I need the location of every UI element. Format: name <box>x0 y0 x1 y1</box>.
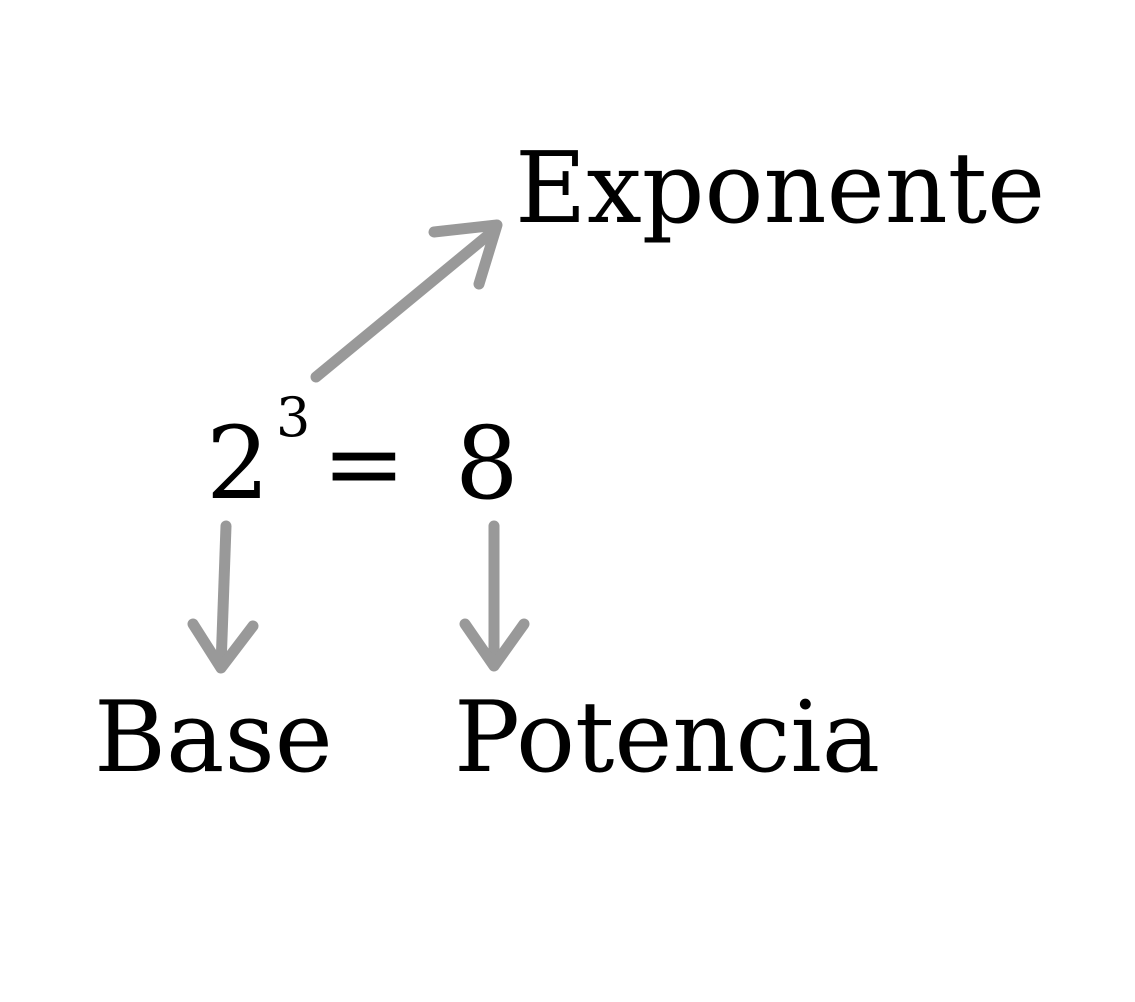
exponent-arrow-head <box>428 219 503 290</box>
exponent-arrow <box>310 219 503 383</box>
equals-sign: = <box>322 405 406 522</box>
base-arrow-shaft <box>215 520 232 672</box>
base-number: 2 <box>206 405 270 522</box>
base-arrow-head <box>187 618 259 674</box>
exponent-arrow-shaft <box>310 226 498 383</box>
equation: 2 3 = 8 <box>206 386 519 522</box>
power-label: Potencia <box>454 681 880 795</box>
power-number: 8 <box>455 405 519 522</box>
exponent-number: 3 <box>276 386 310 449</box>
base-arrow <box>187 520 259 674</box>
exponent-label: Exponente <box>515 132 1045 246</box>
base-label: Base <box>94 681 333 795</box>
power-arrow-head <box>459 618 530 672</box>
power-arrow <box>459 520 530 672</box>
